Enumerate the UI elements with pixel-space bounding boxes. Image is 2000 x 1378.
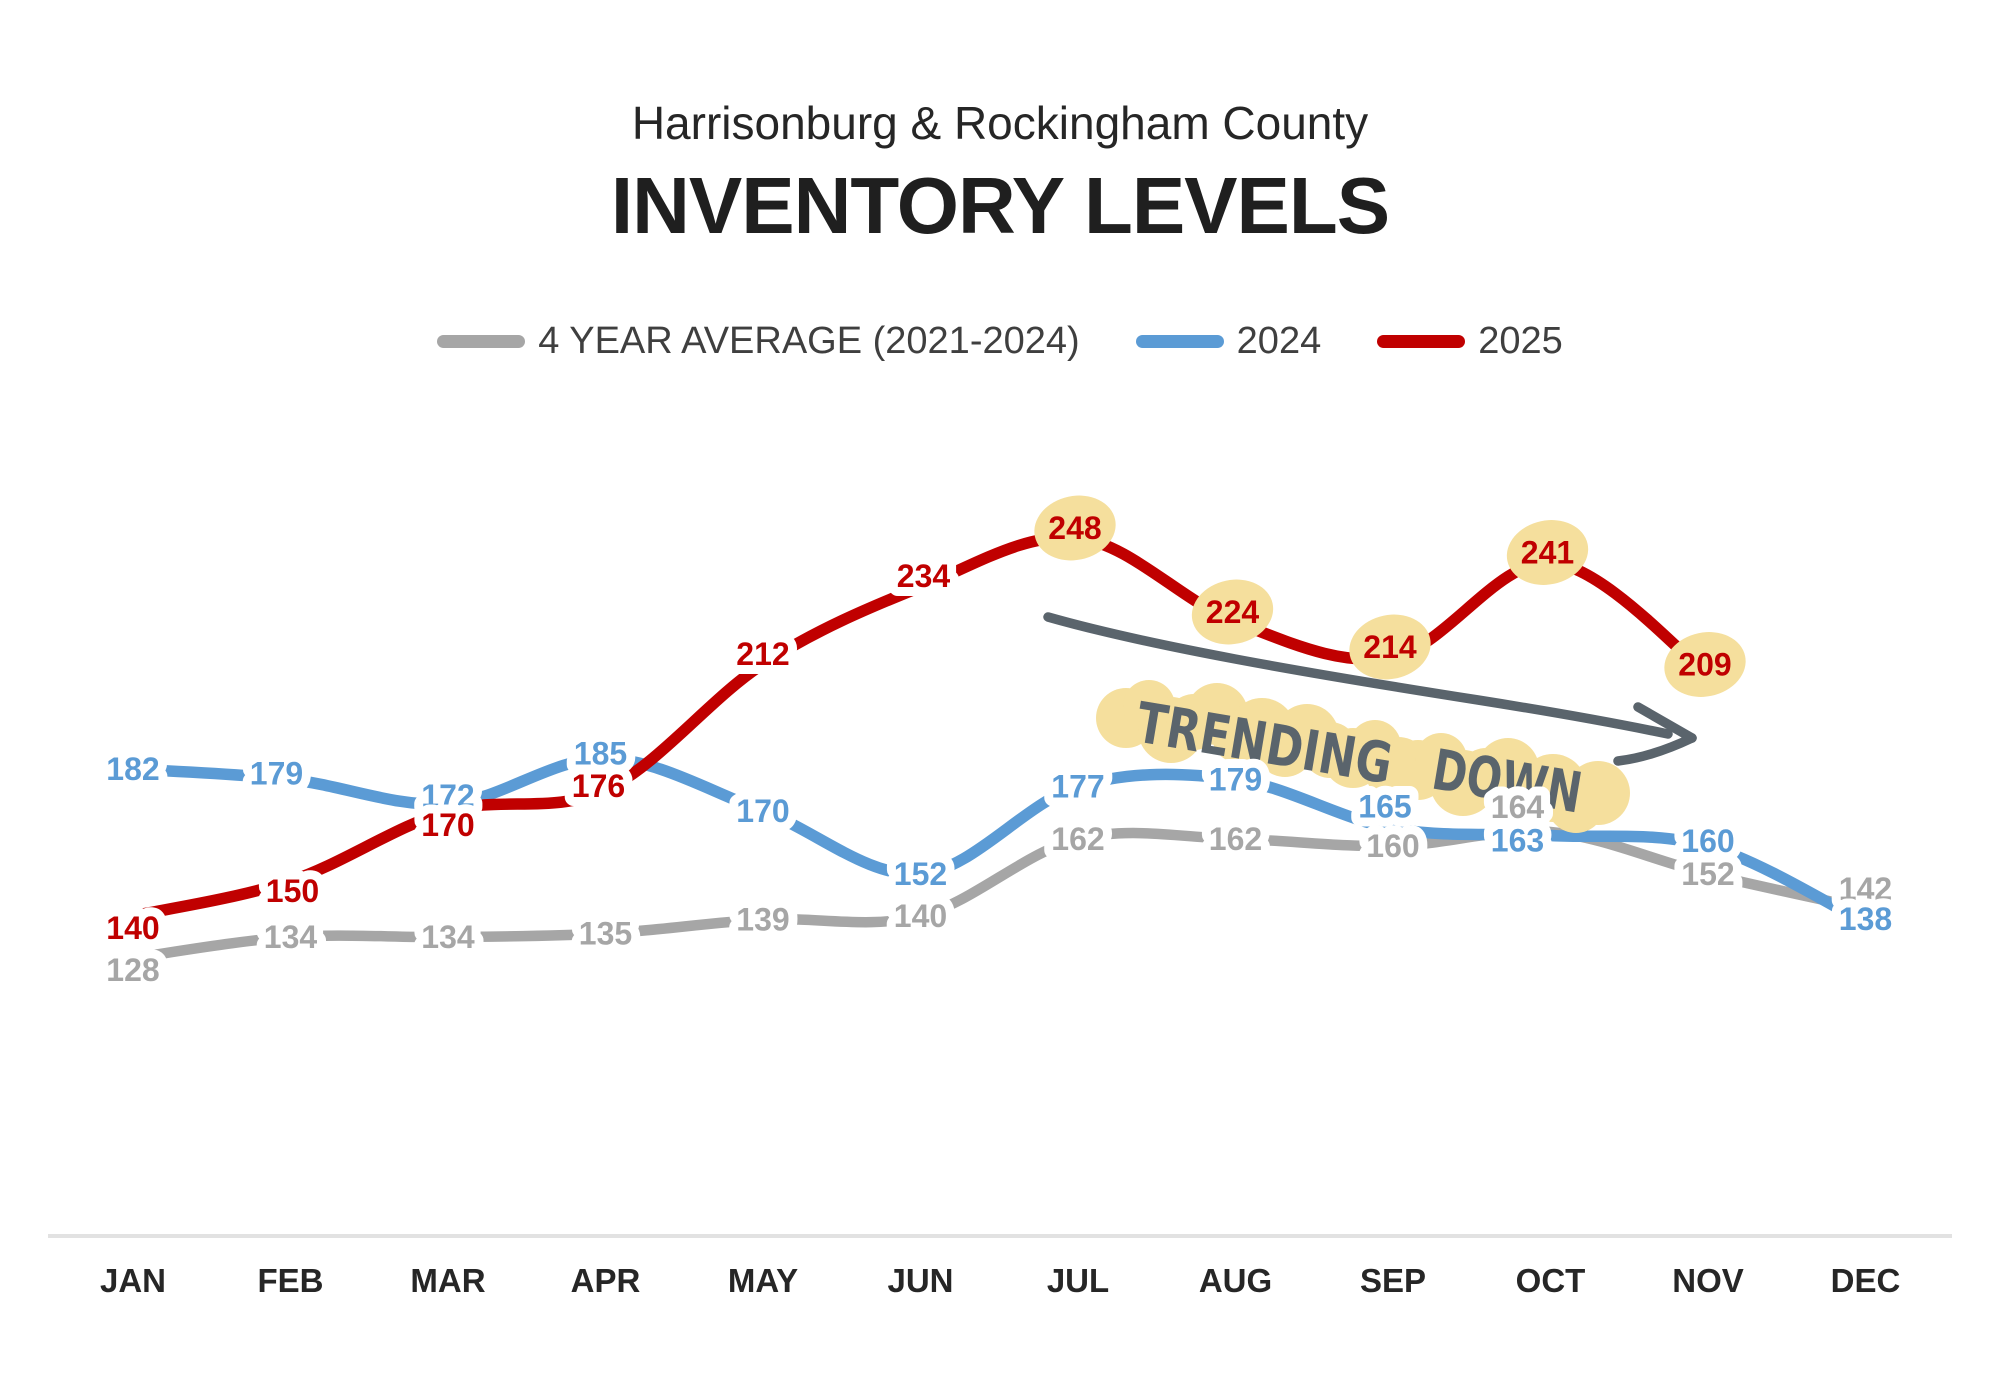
data-label-2024-may: 170 [736, 793, 789, 829]
series-line-4-year-average-2021-2024 [127, 826, 1871, 964]
data-label-4-year-average-2021-2024-jan: 128 [106, 952, 159, 988]
data-label-2024-sep: 165 [1358, 789, 1411, 825]
data-label-2024-aug: 179 [1209, 762, 1262, 798]
data-label-2024-dec: 138 [1839, 901, 1892, 937]
x-axis-label-may: MAY [728, 1262, 798, 1299]
legend-swatch-2024 [1135, 334, 1224, 348]
data-label-2025-may: 212 [736, 636, 789, 672]
chart-subtitle: Harrisonburg & Rockingham County [631, 97, 1369, 149]
data-label-2025-mar: 170 [421, 807, 474, 843]
data-label-2025-apr: 176 [572, 768, 625, 804]
data-label-2025-jun: 234 [897, 558, 951, 594]
trend-arrow [1043, 612, 1697, 766]
data-label-2024-apr: 185 [574, 736, 627, 772]
data-label-2025-sep: 214 [1363, 629, 1417, 665]
x-axis-label-oct: OCT [1516, 1262, 1586, 1299]
data-label-4-year-average-2021-2024-jul: 162 [1051, 821, 1104, 857]
data-label-2024-nov: 160 [1681, 823, 1734, 859]
data-label-4-year-average-2021-2024-sep: 160 [1366, 828, 1419, 864]
legend-label-2025: 2025 [1478, 319, 1563, 362]
series-line-2025 [127, 531, 1714, 922]
highlighter-blob [1566, 761, 1630, 825]
data-label-2024-oct: 163 [1491, 823, 1544, 859]
x-axis-label-jul: JUL [1047, 1262, 1109, 1299]
legend-label-4-year-average-2021-2024: 4 YEAR AVERAGE (2021-2024) [538, 319, 1080, 362]
legend-swatch-2025 [1377, 334, 1466, 348]
x-axis-label-mar: MAR [410, 1262, 485, 1299]
x-axis-label-aug: AUG [1199, 1262, 1272, 1299]
chart-legend: 4 YEAR AVERAGE (2021-2024) 2024 2025 [0, 318, 2000, 364]
data-label-4-year-average-2021-2024-jun: 140 [894, 898, 947, 934]
data-label-4-year-average-2021-2024-mar: 134 [421, 919, 475, 955]
series-line-2024 [127, 752, 1872, 929]
x-axis-label-dec: DEC [1831, 1262, 1901, 1299]
x-axis-label-nov: NOV [1672, 1262, 1744, 1299]
data-label-2025-jan: 140 [106, 910, 159, 946]
data-label-2025-aug: 224 [1206, 594, 1260, 630]
data-label-4-year-average-2021-2024-nov: 152 [1681, 856, 1734, 892]
trend-arrow-barb-bottom [1613, 733, 1697, 766]
x-axis-label-jan: JAN [100, 1262, 166, 1299]
x-axis-label-apr: APR [571, 1262, 641, 1299]
x-axis-label-jun: JUN [887, 1262, 953, 1299]
trend-arrow-barb-top [1633, 702, 1697, 743]
data-label-2024-jul: 177 [1051, 769, 1104, 805]
data-label-4-year-average-2021-2024-aug: 162 [1209, 821, 1262, 857]
chart-title: INVENTORY LEVELS [610, 161, 1390, 250]
data-label-4-year-average-2021-2024-oct: 164 [1491, 789, 1545, 825]
highlight-circle-aug [1191, 579, 1274, 645]
data-label-2024-feb: 179 [250, 756, 303, 792]
legend-item-4-year-average-2021-2024: 4 YEAR AVERAGE (2021-2024) [437, 319, 1080, 363]
data-label-4-year-average-2021-2024-apr: 135 [579, 916, 632, 952]
highlight-circle-sep [1349, 614, 1431, 680]
highlight-circle-jul [1034, 495, 1116, 561]
data-label-2025-oct: 241 [1521, 535, 1574, 571]
highlight-circle-oct [1506, 520, 1589, 585]
data-label-4-year-average-2021-2024-feb: 134 [264, 919, 318, 955]
legend-swatch-4-year-average-2021-2024 [437, 334, 526, 348]
data-label-2024-jan: 182 [106, 751, 159, 787]
x-axis-label-feb: FEB [258, 1262, 324, 1299]
data-label-2025-feb: 150 [266, 873, 319, 909]
trend-arrow-shaft [1043, 612, 1673, 739]
data-label-2024-jun: 152 [894, 856, 947, 892]
x-axis-label-sep: SEP [1360, 1262, 1426, 1299]
legend-label-2024: 2024 [1236, 319, 1322, 362]
highlight-circle-nov [1664, 632, 1746, 697]
data-label-2025-jul: 248 [1048, 510, 1101, 546]
data-label-4-year-average-2021-2024-may: 139 [736, 902, 789, 938]
data-label-2025-nov: 209 [1678, 647, 1731, 683]
annotation-highlighter [1096, 680, 1630, 833]
legend-item-2024: 2024 [1135, 319, 1322, 363]
legend-item-2025: 2025 [1377, 320, 1563, 363]
